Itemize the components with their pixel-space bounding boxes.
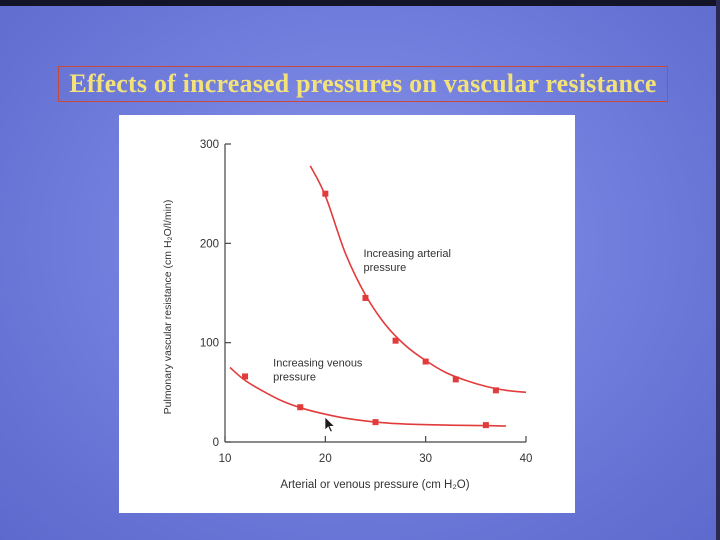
data-point-arterial xyxy=(452,376,459,383)
slide-top-border xyxy=(0,0,720,6)
data-point-venous xyxy=(372,419,379,426)
y-tick-label: 200 xyxy=(200,238,219,250)
resistance-chart: 0 100 200 300 10 20 30 40 Increasing arterial pr… xyxy=(162,139,533,491)
x-axis-label: Arterial or venous pressure (cm H₂O) xyxy=(280,479,469,491)
curve-label-line: Increasing venous xyxy=(273,358,363,370)
y-axis-label: Pulmonary vascular resistance (cm H₂O/l/… xyxy=(162,200,174,415)
chart-axes: 0 100 200 300 10 20 30 40 xyxy=(200,139,533,465)
venous-curve-label: Increasing venous pressure xyxy=(273,358,363,384)
data-point-arterial xyxy=(422,358,429,365)
data-point-venous xyxy=(297,404,304,411)
x-tick-label: 40 xyxy=(520,453,533,465)
x-tick-label: 20 xyxy=(319,453,332,465)
series-line-arterial xyxy=(309,165,527,394)
data-point-arterial xyxy=(362,294,369,301)
curve-label-line: Increasing arterial xyxy=(363,248,450,260)
x-tick-label: 30 xyxy=(419,453,432,465)
arterial-curve-label: Increasing arterial pressure xyxy=(363,248,450,274)
data-point-venous xyxy=(482,422,489,429)
data-point-arterial xyxy=(322,190,329,197)
y-tick-label: 0 xyxy=(213,437,219,449)
chart-panel: 0 100 200 300 10 20 30 40 Increasing arterial pr… xyxy=(119,115,575,513)
chart-curves xyxy=(229,165,527,427)
data-point-arterial xyxy=(492,387,499,394)
data-point-arterial xyxy=(392,337,399,344)
y-tick-label: 100 xyxy=(200,338,219,350)
x-tick-label: 10 xyxy=(219,453,232,465)
chart-points xyxy=(242,190,499,429)
curve-label-line: pressure xyxy=(273,372,316,384)
mouse-pointer-icon xyxy=(324,416,336,433)
y-tick-label: 300 xyxy=(200,139,219,151)
data-point-venous xyxy=(242,373,249,380)
slide-right-border xyxy=(716,0,720,540)
series-line-venous xyxy=(229,366,506,427)
slide-title: Effects of increased pressures on vascul… xyxy=(69,69,657,98)
slide-title-box: Effects of increased pressures on vascul… xyxy=(58,66,668,102)
curve-label-line: pressure xyxy=(363,262,406,274)
